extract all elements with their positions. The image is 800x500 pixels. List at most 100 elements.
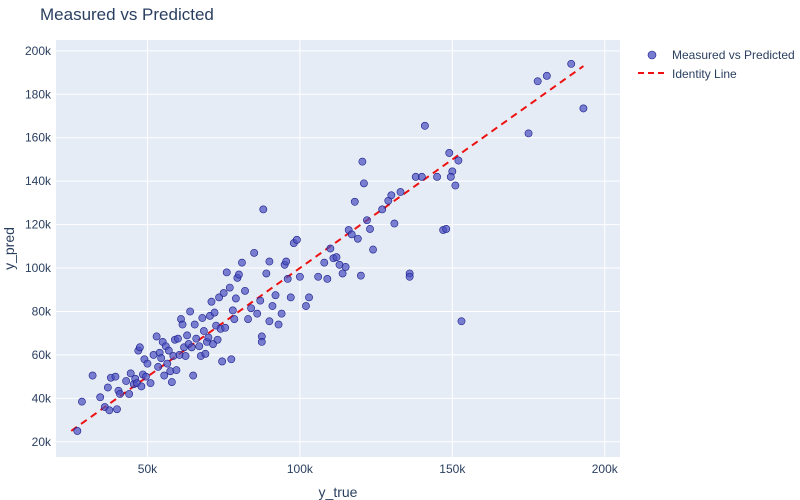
scatter-point xyxy=(286,293,295,302)
legend-label-measured: Measured vs Predicted xyxy=(672,48,795,62)
scatter-point xyxy=(183,331,191,340)
scatter-point xyxy=(533,77,542,86)
scatter-point xyxy=(420,121,429,130)
y-tick-label: 180k xyxy=(25,87,52,101)
y-axis-title: y_pred xyxy=(1,227,17,270)
scatter-point xyxy=(265,317,274,326)
plot-marks xyxy=(70,59,588,435)
scatter-point xyxy=(524,129,533,138)
scatter-point xyxy=(78,397,86,406)
scatter-point xyxy=(262,269,271,278)
scatter-point xyxy=(369,245,377,254)
scatter-point xyxy=(567,59,576,68)
legend-item-identity[interactable]: Identity Line xyxy=(638,67,737,81)
scatter-point xyxy=(160,371,169,380)
scatter-point xyxy=(250,248,259,257)
x-tick-label: 100k xyxy=(287,462,314,476)
scatter-point xyxy=(363,216,371,225)
legend-label-identity: Identity Line xyxy=(672,67,737,81)
y-tick-label: 20k xyxy=(32,435,52,449)
scatter-point xyxy=(247,304,256,313)
scatter-point xyxy=(231,294,240,303)
scatter-point xyxy=(219,289,228,297)
scatter-point xyxy=(192,334,201,343)
scatter-point xyxy=(390,219,399,228)
scatter-point xyxy=(111,372,120,381)
x-tick-label: 50k xyxy=(138,462,158,476)
legend-item-measured[interactable]: Measured vs Predicted xyxy=(647,48,795,62)
scatter-point xyxy=(143,359,152,368)
scatter-point xyxy=(174,334,182,343)
grid-lines xyxy=(56,40,620,457)
y-tick-label: 100k xyxy=(25,261,52,275)
scatter-point xyxy=(314,272,323,281)
scatter-point xyxy=(241,286,249,295)
scatter-point xyxy=(181,352,190,360)
legend-marker-measured xyxy=(647,50,657,60)
scatter-point xyxy=(405,272,414,281)
scatter-point xyxy=(186,307,195,316)
scatter-point xyxy=(222,268,231,277)
scatter-point xyxy=(350,197,359,206)
y-axis-ticks: 20k 40k 60k 80k 100k 120k 140k 160k 180k 200k xyxy=(25,44,52,449)
scatter-point xyxy=(457,317,466,326)
scatter-point xyxy=(113,405,121,414)
scatter-point xyxy=(88,371,97,380)
scatter-point xyxy=(105,406,114,415)
scatter-point xyxy=(157,354,166,363)
scatter-point xyxy=(227,355,236,364)
scatter-point xyxy=(446,172,455,181)
scatter-point xyxy=(122,377,131,385)
scatter-point xyxy=(225,283,234,292)
scatter-point xyxy=(295,272,304,281)
scatter-point xyxy=(323,275,332,283)
scatter-point xyxy=(207,297,216,306)
scatter-point xyxy=(163,359,172,368)
y-tick-label: 140k xyxy=(25,174,52,188)
scatter-point xyxy=(198,314,207,322)
scatter-point xyxy=(305,293,313,302)
scatter-point xyxy=(137,382,146,391)
scatter-point xyxy=(274,320,283,329)
scatter-point xyxy=(152,332,161,341)
scatter-point xyxy=(190,320,199,329)
scatter-point xyxy=(265,257,274,266)
y-tick-label: 160k xyxy=(25,131,52,145)
scatter-point xyxy=(277,309,286,318)
scatter-point xyxy=(221,323,230,332)
scatter-point xyxy=(125,390,134,398)
scatter-point xyxy=(178,320,187,329)
scatter-point xyxy=(187,343,196,352)
scatter-point xyxy=(433,172,441,181)
x-axis-title: y_true xyxy=(319,484,358,500)
y-tick-label: 80k xyxy=(32,304,52,318)
scatter-point xyxy=(338,269,347,278)
scatter-point xyxy=(201,349,210,358)
scatter-point xyxy=(442,225,451,233)
scatter-point xyxy=(378,205,387,214)
y-tick-label: 40k xyxy=(32,391,52,405)
scatter-points-layer xyxy=(73,59,588,435)
scatter-point xyxy=(353,234,362,243)
plot-area[interactable] xyxy=(56,40,620,457)
scatter-point xyxy=(195,342,204,351)
scatter-point xyxy=(579,104,588,113)
y-tick-label: 60k xyxy=(32,348,52,362)
scatter-point xyxy=(358,157,367,166)
scatter-point xyxy=(360,179,368,188)
scatter-point xyxy=(257,337,266,346)
scatter-point xyxy=(341,263,350,271)
chart-title: Measured vs Predicted xyxy=(40,5,214,24)
scatter-point xyxy=(73,427,82,435)
scatter-point xyxy=(218,357,227,366)
y-tick-label: 200k xyxy=(25,44,52,58)
scatter-point xyxy=(244,315,252,323)
scatter-point xyxy=(292,235,301,244)
scatter-point xyxy=(253,309,262,318)
scatter-point xyxy=(302,302,310,310)
y-tick-label: 120k xyxy=(25,218,52,232)
scatter-point xyxy=(238,258,246,267)
x-tick-label: 200k xyxy=(592,462,619,476)
scatter-point xyxy=(126,369,135,378)
